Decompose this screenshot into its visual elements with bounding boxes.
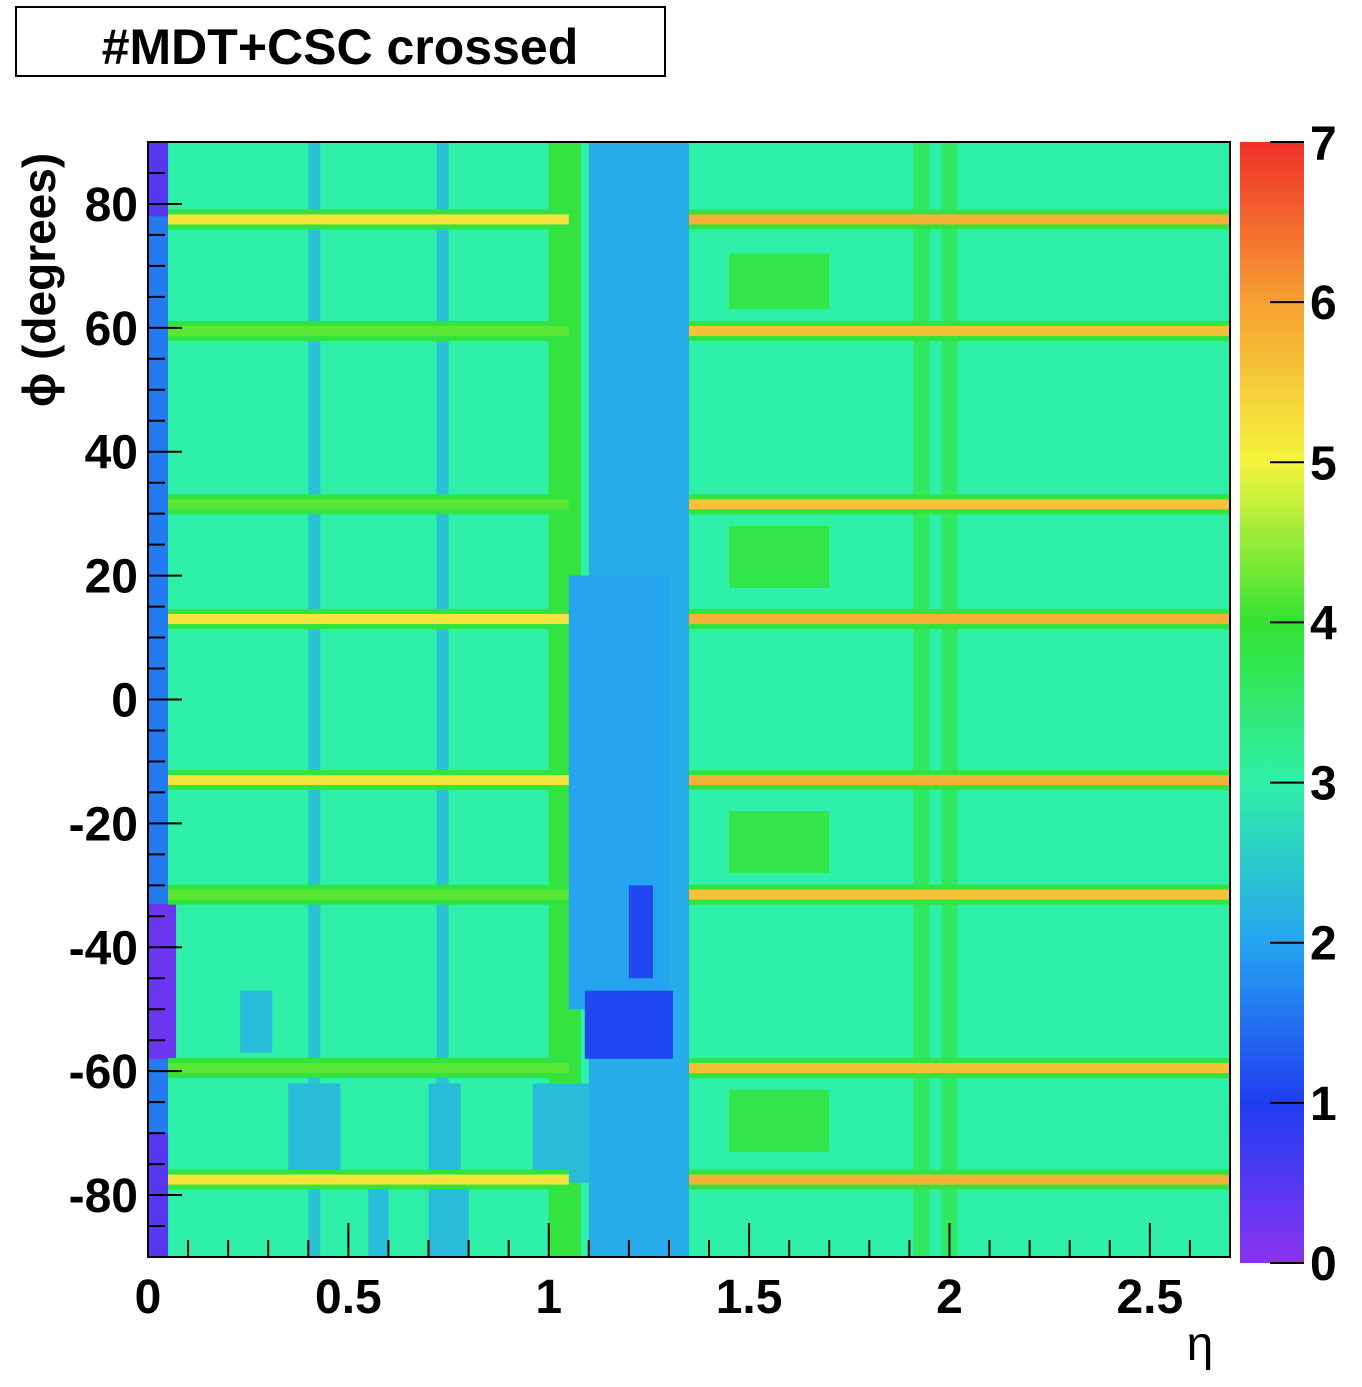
heatmap-cell [729,253,830,310]
colorbar-tick-label: 2 [1310,918,1337,971]
x-tick-label: 1.5 [716,1271,783,1324]
x-tick-label: 0.5 [315,1271,382,1324]
y-tick-label: -80 [69,1170,138,1223]
heatmap-cell [148,142,169,217]
colorbar-tick-label: 4 [1310,597,1337,650]
band-core [689,1063,1230,1074]
band-core [689,499,1230,510]
band-core [168,214,569,225]
heatmap-cell [729,526,830,588]
heatmap-cell [729,811,830,873]
y-tick-label: -60 [69,1046,138,1099]
colorbar-axis: 0 1 2 3 4 5 6 7 [1270,118,1337,1291]
x-tick-label: 0 [135,1271,162,1324]
colorbar-tick-label: 0 [1310,1238,1337,1291]
colorbar-tick-label: 7 [1310,118,1337,171]
band-core [168,499,569,510]
heatmap-cells [148,142,958,1257]
heatmap-bands [168,209,1230,1190]
heatmap-cell [729,1089,830,1152]
band-core [689,214,1230,225]
y-axis-label: ϕ (degrees) [13,153,65,407]
heatmap-cell [428,1083,461,1183]
y-tick-label: 0 [111,675,138,728]
band-core [689,613,1230,624]
y-tick-label: -40 [69,922,138,975]
band-core [689,775,1230,786]
heatmap-cell [436,142,449,1257]
colorbar-tick-label: 6 [1310,277,1337,330]
heatmap-cell [240,990,273,1053]
title-box: #MDT+CSC crossed [15,6,666,77]
colorbar-tick-label: 1 [1310,1078,1337,1131]
band-core [168,1174,569,1185]
band-core [168,325,569,336]
x-axis-label: η [1187,1318,1214,1371]
band-core [168,775,569,786]
colorbar-tick-label: 5 [1310,437,1337,490]
colorbar-tick-label: 3 [1310,758,1337,811]
heatmap-cell [628,885,653,979]
y-axis: -80 -60 -40 -20 0 20 40 60 80 [69,141,182,1258]
heatmap-cell [308,142,321,1257]
colorbar [1240,142,1304,1263]
heatmap-cell [532,1083,589,1183]
heatmap-cell [584,990,673,1059]
heatmap-cell [941,142,958,1257]
heatmap-cell [568,575,669,1010]
band-core [168,613,569,624]
band-core [689,889,1230,900]
heatmap-cell [428,1182,469,1257]
y-tick-label: 40 [85,427,138,480]
x-tick-label: 2.5 [1116,1271,1183,1324]
band-core [168,889,569,900]
chart-title: #MDT+CSC crossed [102,19,579,75]
y-tick-label: 80 [85,179,138,232]
y-tick-label: 60 [85,303,138,356]
band-core [689,1174,1230,1185]
heatmap-cell [368,1182,389,1257]
x-axis: 0 0.5 1 1.5 2 2.5 [135,1223,1231,1324]
y-tick-label: 20 [85,551,138,604]
band-core [168,1063,569,1074]
heatmap-cell [288,1083,341,1183]
x-tick-label: 2 [936,1271,963,1324]
heatmap-cell [913,142,930,1257]
y-tick-label: -20 [69,798,138,851]
band-core [689,325,1230,336]
x-tick-label: 1 [535,1271,562,1324]
heatmap-cell [148,903,177,1059]
